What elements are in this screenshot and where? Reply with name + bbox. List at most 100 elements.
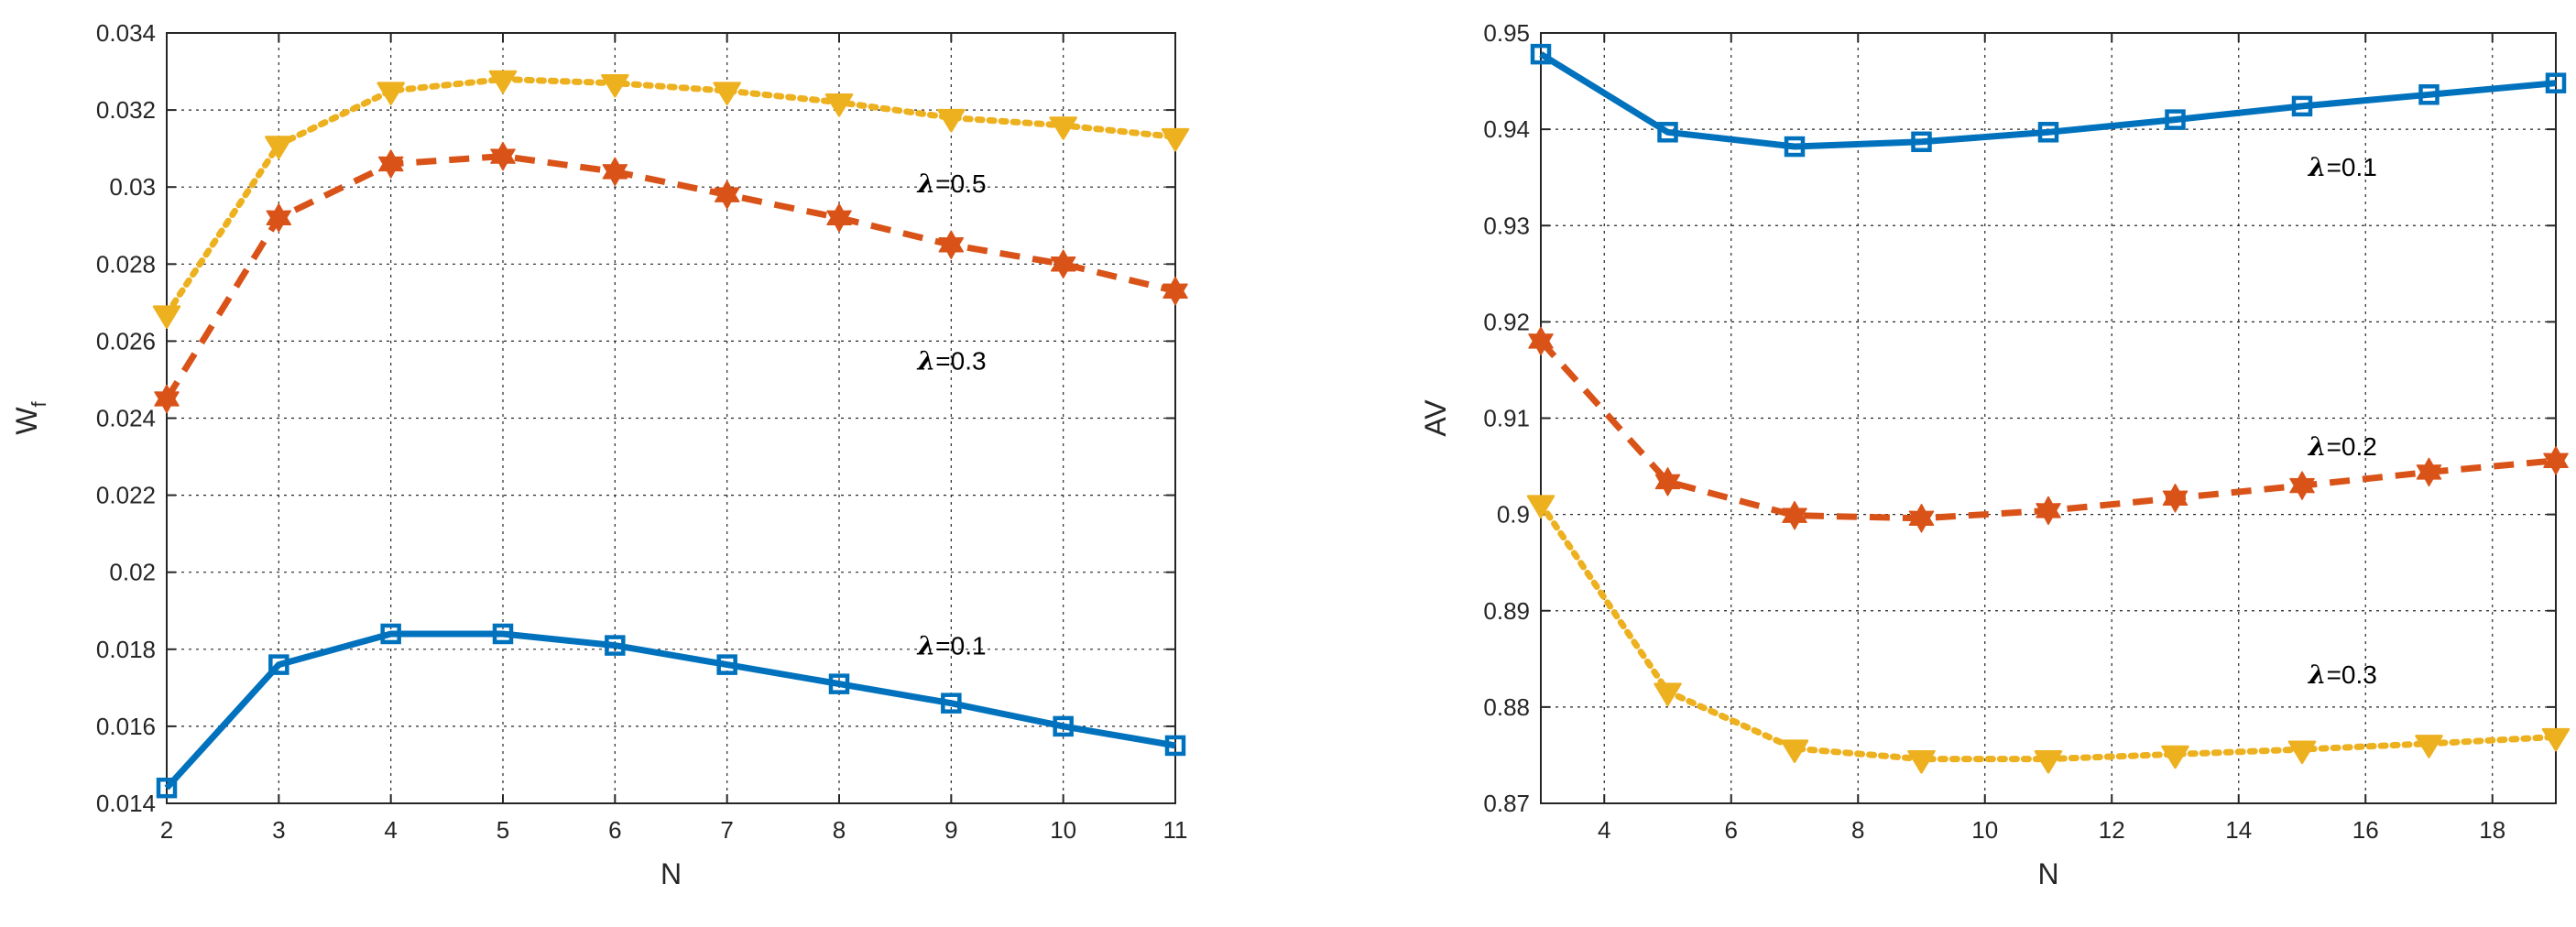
x-tick-label: 6 [1725, 816, 1738, 844]
data-point-series-0 [605, 635, 626, 656]
y-tick-label: 0.87 [1483, 790, 1530, 817]
series-line-0 [1539, 51, 2557, 150]
data-point-series-2 [713, 82, 741, 106]
data-point-series-2 [1654, 682, 1682, 707]
y-tick-label: 0.94 [1483, 115, 1530, 143]
data-point-series-2 [824, 93, 854, 117]
y-axis-title-main: AV [1419, 399, 1452, 437]
data-point-series-0 [2291, 95, 2313, 117]
y-tick-label: 0.032 [96, 96, 156, 124]
lambda-value: =0.3 [2327, 660, 2377, 689]
data-point-series-1 [490, 141, 516, 171]
x-tick-label: 2 [160, 816, 173, 844]
lambda-annotation: λ=0.5 [917, 169, 987, 199]
data-point-series-1 [1654, 467, 1681, 496]
data-point-series-1 [1162, 276, 1188, 306]
data-point-series-2 [1780, 739, 1809, 764]
data-point-series-2 [2415, 735, 2443, 758]
data-point-series-0 [1911, 131, 1932, 153]
data-point-series-2 [488, 70, 518, 94]
data-point-series-1 [714, 180, 740, 210]
data-point-series-2 [1161, 127, 1190, 152]
y-tick-label: 0.93 [1483, 212, 1530, 239]
lambda-value: =0.5 [935, 169, 986, 198]
series-line-2 [163, 76, 1179, 318]
axes-frame [166, 32, 1176, 804]
data-point-series-2 [1049, 116, 1077, 140]
data-point-series-1 [2416, 457, 2442, 487]
data-point-series-0 [1164, 735, 1186, 757]
lambda-symbol: λ [2308, 152, 2327, 182]
data-point-series-1 [1782, 500, 1807, 530]
lambda-annotation: λ=0.1 [917, 631, 987, 661]
lambda-annotation: λ=0.2 [2308, 431, 2377, 462]
data-point-series-0 [2165, 109, 2186, 130]
data-point-series-2 [152, 305, 181, 329]
lambda-symbol: λ [2308, 660, 2327, 690]
y-axis-title-main: W [10, 407, 43, 435]
x-axis-title: N [2037, 857, 2058, 890]
x-tick-label: 7 [720, 816, 733, 844]
chart-left-wf: 0.014 0.016 0.018 0.02 0.022 0.024 0.026 0.028 0… [10, 19, 1190, 890]
data-point-series-0 [2545, 72, 2567, 93]
data-point-series-2 [1526, 495, 1555, 519]
y-tick-label: 0.014 [96, 790, 156, 817]
lambda-symbol: λ [917, 631, 936, 661]
x-tick-label: 9 [944, 816, 957, 844]
data-point-series-0 [828, 673, 850, 694]
y-tick-label: 0.02 [109, 559, 156, 586]
y-tick-label: 0.95 [1483, 19, 1530, 47]
data-point-series-0 [1053, 715, 1074, 737]
data-point-series-0 [2037, 122, 2059, 143]
data-point-series-1 [2289, 471, 2315, 500]
data-point-series-1 [377, 149, 404, 179]
data-point-series-2 [1907, 749, 1936, 774]
data-point-series-2 [937, 108, 966, 133]
data-point-series-1 [1528, 326, 1554, 356]
data-point-series-0 [1784, 136, 1806, 158]
data-point-series-0 [380, 623, 401, 645]
data-point-series-0 [1657, 122, 1678, 143]
data-point-series-2 [265, 136, 293, 159]
lambda-value: =0.2 [2327, 432, 2377, 461]
data-point-series-0 [1530, 43, 1552, 65]
x-tick-label: 10 [1971, 816, 1998, 844]
data-point-series-1 [1908, 504, 1935, 533]
lambda-annotation: λ=0.3 [2308, 660, 2377, 690]
lambda-value: =0.3 [935, 346, 986, 375]
data-point-series-1 [826, 203, 852, 233]
data-point-series-1 [938, 230, 965, 260]
data-point-series-1 [1050, 249, 1076, 279]
x-tick-label: 6 [608, 816, 621, 844]
y-tick-label: 0.9 [1497, 501, 1530, 529]
data-point-series-0 [941, 693, 962, 714]
plot-area [167, 33, 1175, 803]
series-line-1 [164, 153, 1176, 401]
y-axis-title: Wf [10, 400, 50, 434]
data-point-series-0 [716, 654, 737, 675]
data-point-series-1 [2036, 496, 2061, 526]
lambda-value: =0.1 [2327, 153, 2377, 181]
x-tick-label: 4 [1598, 816, 1610, 844]
y-tick-label: 0.022 [96, 482, 156, 509]
y-tick-label: 0.89 [1483, 597, 1530, 625]
x-tick-label: 14 [2225, 816, 2252, 844]
y-tick-label: 0.88 [1483, 693, 1530, 721]
x-tick-label: 5 [497, 816, 509, 844]
data-point-series-1 [154, 384, 180, 414]
data-point-series-2 [2161, 745, 2189, 769]
y-tick-label: 0.028 [96, 250, 156, 278]
lambda-symbol: λ [2308, 431, 2327, 462]
data-point-series-2 [2541, 727, 2571, 752]
x-tick-label: 12 [2099, 816, 2125, 844]
y-tick-label: 0.034 [96, 19, 156, 47]
lambda-symbol: λ [917, 345, 936, 376]
data-point-series-1 [2543, 446, 2569, 475]
x-tick-label: 18 [2479, 816, 2505, 844]
x-tick-label: 4 [384, 816, 397, 844]
data-point-series-2 [2034, 749, 2063, 774]
lambda-annotation: λ=0.1 [2308, 152, 2377, 182]
y-tick-label: 0.018 [96, 636, 156, 663]
data-point-series-0 [2418, 84, 2440, 105]
